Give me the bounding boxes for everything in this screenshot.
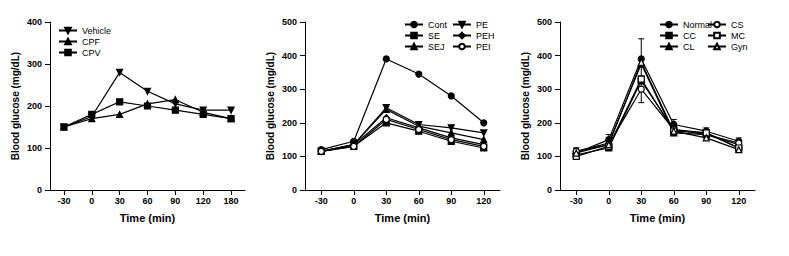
svg-text:0: 0 <box>89 196 94 206</box>
svg-text:MC: MC <box>731 31 745 41</box>
svg-text:-30: -30 <box>315 196 328 206</box>
svg-text:200: 200 <box>537 118 552 128</box>
svg-text:CS: CS <box>731 20 744 30</box>
svg-text:30: 30 <box>115 196 125 206</box>
svg-text:30: 30 <box>636 196 646 206</box>
svg-text:400: 400 <box>282 51 297 61</box>
svg-text:30: 30 <box>381 196 391 206</box>
svg-text:180: 180 <box>224 196 239 206</box>
svg-text:CL: CL <box>683 42 695 52</box>
svg-text:100: 100 <box>537 151 552 161</box>
svg-text:90: 90 <box>170 196 180 206</box>
svg-text:Blood glucose (mg/dL): Blood glucose (mg/dL) <box>520 52 531 160</box>
svg-text:200: 200 <box>282 118 297 128</box>
svg-text:60: 60 <box>414 196 424 206</box>
svg-text:60: 60 <box>142 196 152 206</box>
svg-text:60: 60 <box>669 196 679 206</box>
svg-text:PEH: PEH <box>476 31 495 41</box>
svg-text:Blood glucose (mg/dL): Blood glucose (mg/dL) <box>265 52 276 160</box>
svg-text:120: 120 <box>196 196 211 206</box>
svg-text:CPV: CPV <box>82 48 101 58</box>
svg-text:PEI: PEI <box>476 42 491 52</box>
svg-text:-30: -30 <box>57 196 70 206</box>
svg-text:-30: -30 <box>570 196 583 206</box>
svg-text:200: 200 <box>27 101 42 111</box>
svg-text:500: 500 <box>282 17 297 27</box>
svg-text:0: 0 <box>292 185 297 195</box>
svg-text:90: 90 <box>701 196 711 206</box>
svg-text:400: 400 <box>27 17 42 27</box>
svg-text:300: 300 <box>27 59 42 69</box>
svg-text:SEJ: SEJ <box>428 42 445 52</box>
svg-text:Blood glucose (mg/dL): Blood glucose (mg/dL) <box>10 52 21 160</box>
svg-text:120: 120 <box>476 196 491 206</box>
svg-text:100: 100 <box>282 151 297 161</box>
svg-text:90: 90 <box>446 196 456 206</box>
svg-text:500: 500 <box>537 17 552 27</box>
svg-text:Time (min): Time (min) <box>375 212 431 224</box>
svg-text:0: 0 <box>37 185 42 195</box>
svg-text:Normal: Normal <box>683 20 712 30</box>
svg-text:400: 400 <box>537 51 552 61</box>
svg-text:300: 300 <box>282 84 297 94</box>
svg-text:0: 0 <box>547 185 552 195</box>
svg-text:100: 100 <box>27 143 42 153</box>
svg-text:CPF: CPF <box>82 37 101 47</box>
svg-text:300: 300 <box>537 84 552 94</box>
svg-text:Cont: Cont <box>428 20 448 30</box>
svg-text:Time (min): Time (min) <box>630 212 686 224</box>
svg-text:SE: SE <box>428 31 440 41</box>
svg-text:0: 0 <box>606 196 611 206</box>
svg-text:Gyn: Gyn <box>731 42 748 52</box>
svg-text:Vehicle: Vehicle <box>82 26 111 36</box>
svg-text:CC: CC <box>683 31 696 41</box>
svg-text:0: 0 <box>351 196 356 206</box>
svg-text:120: 120 <box>731 196 746 206</box>
svg-text:PE: PE <box>476 20 488 30</box>
svg-text:Time (min): Time (min) <box>120 212 176 224</box>
